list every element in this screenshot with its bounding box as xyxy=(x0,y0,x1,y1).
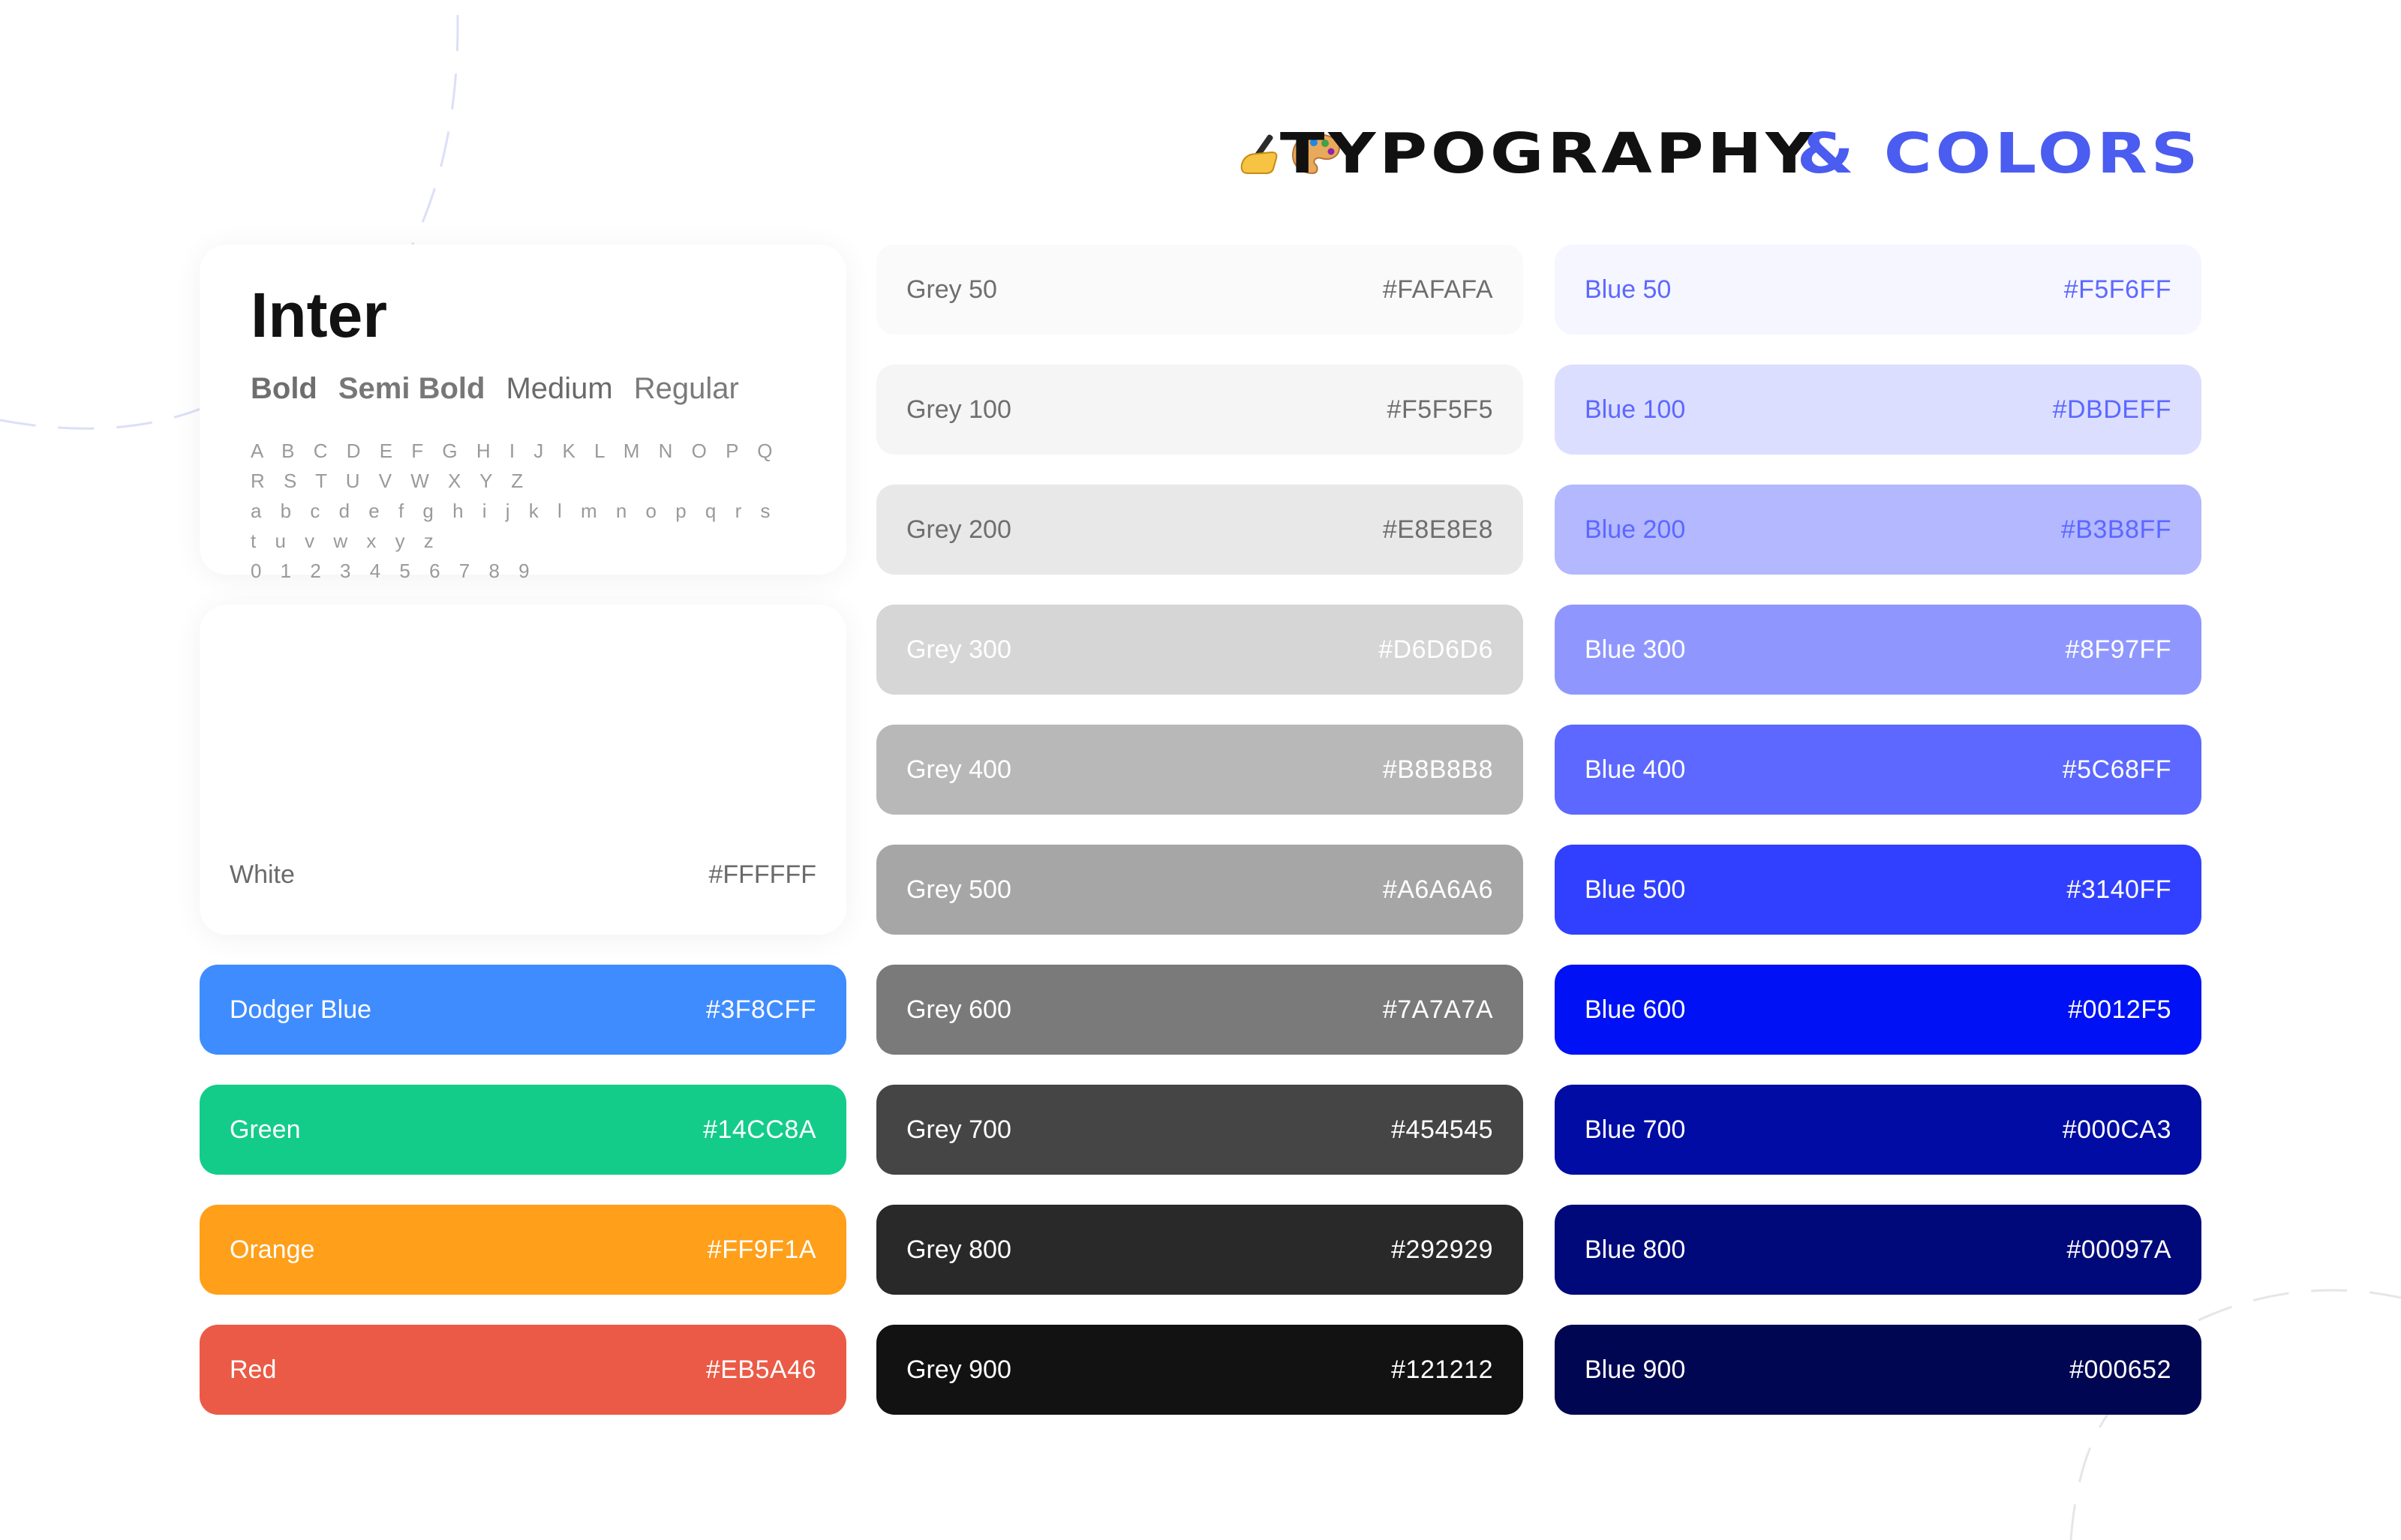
swatch-green: Green #14CC8A xyxy=(200,1085,846,1175)
swatch-hex: #B8B8B8 xyxy=(1382,755,1493,784)
swatch-hex: #3140FF xyxy=(2066,875,2171,904)
swatch-name: Grey 400 xyxy=(906,755,1011,784)
swatch-hex: #121212 xyxy=(1391,1355,1493,1384)
swatch-hex: #A6A6A6 xyxy=(1382,875,1493,904)
swatch-blue-800: Blue 800 #00097A xyxy=(1555,1205,2201,1295)
grey-swatches: Grey 50 #FAFAFA Grey 100 #F5F5F5 Grey 200 #E8… xyxy=(876,245,1523,1415)
column-blues: Blue 50 #F5F6FF Blue 100 #DBDEFF Blue 200 #B3… xyxy=(1555,245,2201,1445)
blue-swatches: Blue 50 #F5F6FF Blue 100 #DBDEFF Blue 200 #B3… xyxy=(1555,245,2201,1415)
font-weights: Bold Semi Bold Medium Regular xyxy=(251,372,795,406)
swatch-hex: #0012F5 xyxy=(2068,995,2171,1024)
swatch-grey-900: Grey 900 #121212 xyxy=(876,1325,1523,1415)
swatch-hex: #B3B8FF xyxy=(2060,515,2171,544)
swatch-name: Dodger Blue xyxy=(230,995,372,1024)
swatch-name: Grey 200 xyxy=(906,515,1011,544)
swatch-name: Red xyxy=(230,1355,277,1384)
swatch-name: White xyxy=(230,860,295,889)
weight-medium: Medium xyxy=(506,372,613,405)
swatch-name: Blue 800 xyxy=(1585,1235,1686,1264)
title-icons xyxy=(1237,131,1342,176)
swatch-grey-50: Grey 50 #FAFAFA xyxy=(876,245,1523,335)
swatch-hex: #DBDEFF xyxy=(2052,395,2171,424)
swatch-grey-600: Grey 600 #7A7A7A xyxy=(876,965,1523,1055)
swatch-name: Orange xyxy=(230,1235,315,1264)
swatch-blue-600: Blue 600 #0012F5 xyxy=(1555,965,2201,1055)
swatch-name: Blue 900 xyxy=(1585,1355,1686,1384)
charset-digits: 0 1 2 3 4 5 6 7 8 9 xyxy=(251,560,536,582)
swatch-name: Blue 200 xyxy=(1585,515,1686,544)
swatch-hex: #5C68FF xyxy=(2062,755,2171,784)
swatch-red: Red #EB5A46 xyxy=(200,1325,846,1415)
font-name: Inter xyxy=(251,280,388,350)
swatch-white: White #FFFFFF xyxy=(200,605,846,935)
swatch-grey-800: Grey 800 #292929 xyxy=(876,1205,1523,1295)
swatch-grey-200: Grey 200 #E8E8E8 xyxy=(876,485,1523,575)
swatch-dodger-blue: Dodger Blue #3F8CFF xyxy=(200,965,846,1055)
artist-palette-icon xyxy=(1291,133,1340,175)
swatch-name: Grey 100 xyxy=(906,395,1011,424)
swatch-name: Grey 700 xyxy=(906,1115,1011,1144)
swatch-grey-400: Grey 400 #B8B8B8 xyxy=(876,725,1523,815)
swatch-hex: #14CC8A xyxy=(703,1115,816,1144)
swatch-name: Blue 300 xyxy=(1585,635,1686,664)
swatch-name: Grey 50 xyxy=(906,275,997,304)
writing-hand-icon xyxy=(1240,134,1278,174)
swatch-hex: #00097A xyxy=(2066,1235,2171,1264)
swatch-name: Grey 500 xyxy=(906,875,1011,904)
swatch-grey-700: Grey 700 #454545 xyxy=(876,1085,1523,1175)
accent-swatches: Dodger Blue #3F8CFF Green #14CC8A Orange #FF9… xyxy=(200,965,846,1415)
swatch-name: Blue 500 xyxy=(1585,875,1686,904)
swatch-hex: #454545 xyxy=(1391,1115,1493,1144)
swatch-name: Grey 900 xyxy=(906,1355,1011,1384)
charset-lowercase: a b c d e f g h i j k l m n o p q r s t … xyxy=(251,500,777,552)
swatch-grey-300: Grey 300 #D6D6D6 xyxy=(876,605,1523,695)
typography-card: Inter Bold Semi Bold Medium Regular A B … xyxy=(200,245,846,582)
swatch-hex: #3F8CFF xyxy=(705,995,816,1024)
swatch-blue-300: Blue 300 #8F97FF xyxy=(1555,605,2201,695)
swatch-blue-700: Blue 700 #000CA3 xyxy=(1555,1085,2201,1175)
charset-uppercase: A B C D E F G H I J K L M N O P Q R S T … xyxy=(251,440,780,492)
swatch-blue-500: Blue 500 #3140FF xyxy=(1555,845,2201,935)
swatch-blue-900: Blue 900 #000652 xyxy=(1555,1325,2201,1415)
title-typography: TYPOGRAPHY xyxy=(1279,122,1817,186)
weight-regular: Regular xyxy=(633,372,739,405)
swatch-hex: #FFFFFF xyxy=(708,860,816,889)
swatch-name: Grey 300 xyxy=(906,635,1011,664)
swatch-hex: #EB5A46 xyxy=(705,1355,816,1384)
swatch-grey-500: Grey 500 #A6A6A6 xyxy=(876,845,1523,935)
swatch-name: Blue 700 xyxy=(1585,1115,1686,1144)
swatch-name: Grey 600 xyxy=(906,995,1011,1024)
swatch-blue-200: Blue 200 #B3B8FF xyxy=(1555,485,2201,575)
swatch-hex: #F5F6FF xyxy=(2063,275,2171,304)
swatch-name: Blue 600 xyxy=(1585,995,1686,1024)
title-colors: & COLORS xyxy=(1796,122,2201,186)
page-title: TYPOGRAPHY & COLORS xyxy=(1035,126,2201,182)
column-greys: Grey 50 #FAFAFA Grey 100 #F5F5F5 Grey 200 #E8… xyxy=(876,245,1523,1445)
swatch-hex: #292929 xyxy=(1391,1235,1493,1264)
swatch-name: Blue 100 xyxy=(1585,395,1686,424)
swatch-name: Blue 400 xyxy=(1585,755,1686,784)
swatch-hex: #FF9F1A xyxy=(707,1235,816,1264)
column-typography-accents: Inter Bold Semi Bold Medium Regular A B … xyxy=(200,245,846,1445)
swatch-name: Green xyxy=(230,1115,301,1144)
weight-bold: Bold xyxy=(251,372,317,405)
swatch-blue-100: Blue 100 #DBDEFF xyxy=(1555,365,2201,455)
swatch-orange: Orange #FF9F1A xyxy=(200,1205,846,1295)
swatch-hex: #FAFAFA xyxy=(1382,275,1493,304)
swatch-hex: #F5F5F5 xyxy=(1387,395,1493,424)
swatch-hex: #D6D6D6 xyxy=(1378,635,1493,664)
swatch-hex: #E8E8E8 xyxy=(1382,515,1493,544)
swatch-name: Grey 800 xyxy=(906,1235,1011,1264)
swatch-name: Blue 50 xyxy=(1585,275,1672,304)
swatch-blue-50: Blue 50 #F5F6FF xyxy=(1555,245,2201,335)
swatch-blue-400: Blue 400 #5C68FF xyxy=(1555,725,2201,815)
swatch-hex: #000CA3 xyxy=(2062,1115,2171,1144)
swatch-hex: #000652 xyxy=(2069,1355,2171,1384)
swatch-hex: #7A7A7A xyxy=(1382,995,1493,1024)
weight-semi-bold: Semi Bold xyxy=(338,372,485,405)
swatch-hex: #8F97FF xyxy=(2065,635,2171,664)
swatch-grey-100: Grey 100 #F5F5F5 xyxy=(876,365,1523,455)
